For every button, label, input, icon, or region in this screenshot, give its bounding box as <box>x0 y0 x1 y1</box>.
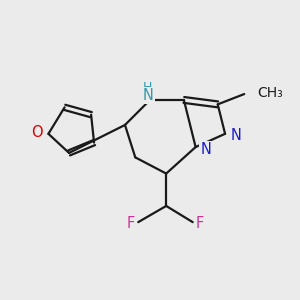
Text: O: O <box>32 125 43 140</box>
Text: F: F <box>196 216 204 231</box>
Text: CH₃: CH₃ <box>257 85 283 100</box>
Text: N: N <box>200 142 211 158</box>
Text: F: F <box>127 216 135 231</box>
Text: H: H <box>142 81 152 94</box>
Text: N: N <box>231 128 242 143</box>
Text: N: N <box>143 88 154 103</box>
